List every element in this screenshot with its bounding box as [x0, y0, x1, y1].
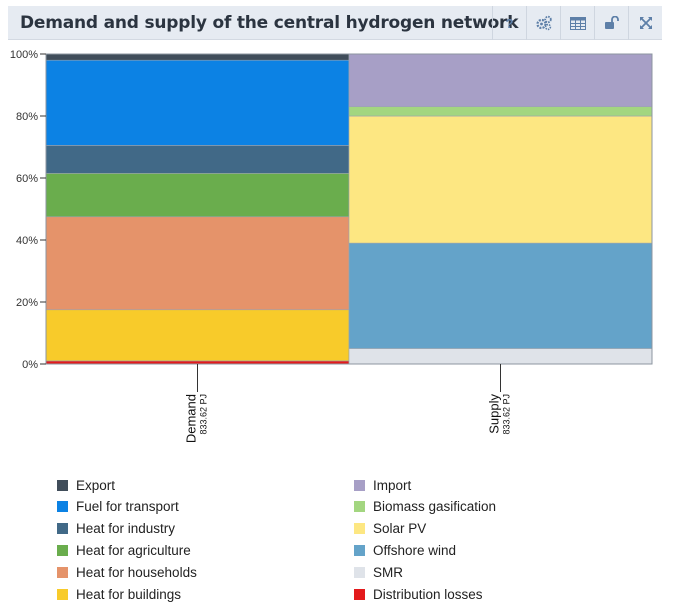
legend: Export Fuel for transport Heat for industr… [0, 476, 674, 611]
legend-item-heat-for-agriculture[interactable]: Heat for agriculture [57, 541, 191, 559]
y-tick-label: 60% [16, 173, 38, 185]
legend-swatch [354, 523, 365, 535]
y-tick-label: 20% [16, 297, 38, 309]
chart-title: Demand and supply of the central hydroge… [20, 13, 519, 33]
bars-group [45, 53, 653, 365]
y-tick-label: 80% [16, 111, 38, 123]
bar-segment-demand-export[interactable] [45, 53, 350, 61]
legend-label: SMR [373, 564, 403, 580]
legend-label: Import [373, 477, 412, 493]
legend-swatch [354, 588, 365, 600]
legend-swatch [57, 523, 68, 535]
legend-item-import[interactable]: Import [354, 476, 411, 494]
legend-label: Fuel for transport [76, 499, 179, 515]
bar-segment-supply-offshore-wind[interactable] [348, 242, 653, 349]
chart-header: Demand and supply of the central hydroge… [8, 6, 662, 40]
unlock-icon [604, 16, 619, 29]
legend-label: Heat for buildings [76, 586, 182, 602]
legend-item-heat-for-households[interactable]: Heat for households [57, 563, 197, 581]
legend-item-fuel-for-transport[interactable]: Fuel for transport [57, 498, 179, 516]
legend-swatch [57, 566, 68, 578]
unlock-button[interactable] [594, 6, 628, 40]
x-category-label: Demand [184, 394, 199, 443]
legend-label: Heat for industry [76, 521, 176, 537]
legend-item-solar-pv[interactable]: Solar PV [354, 520, 426, 538]
x-tick-group: Demand 833.62 PJ [184, 394, 209, 443]
legend-swatch [354, 566, 365, 578]
legend-swatch [57, 501, 68, 513]
settings-button[interactable] [526, 6, 560, 40]
bar-segment-demand-heat-for-agriculture[interactable] [45, 173, 350, 218]
legend-item-smr[interactable]: SMR [354, 563, 403, 581]
y-tick-label: 40% [16, 235, 38, 247]
legend-label: Distribution losses [373, 586, 483, 602]
legend-label: Solar PV [373, 521, 427, 537]
chart-toolbar: ? [492, 6, 662, 40]
bar-segment-supply-biomass-gasification[interactable] [348, 106, 653, 117]
legend-item-export[interactable]: Export [57, 476, 115, 494]
bar-segment-supply-solar-pv[interactable] [348, 115, 653, 244]
x-tick-group: Supply 833.62 PJ [487, 394, 512, 435]
legend-swatch [354, 544, 365, 556]
legend-label: Offshore wind [373, 542, 457, 558]
fullscreen-button[interactable] [628, 6, 662, 40]
x-category-total: 833.62 PJ [199, 394, 209, 435]
bar-segment-demand-heat-for-households[interactable] [45, 216, 350, 311]
legend-item-heat-for-industry[interactable]: Heat for industry [57, 520, 175, 538]
legend-item-biomass-gasification[interactable]: Biomass gasification [354, 498, 496, 516]
bar-segment-supply-import[interactable] [348, 53, 653, 108]
legend-swatch [57, 544, 68, 556]
legend-swatch [354, 501, 365, 513]
legend-swatch [57, 479, 68, 491]
legend-label: Heat for agriculture [76, 542, 191, 558]
gears-icon [535, 15, 552, 31]
table-icon [569, 16, 586, 30]
legend-item-offshore-wind[interactable]: Offshore wind [354, 541, 456, 559]
legend-label: Biomass gasification [373, 499, 497, 515]
axes-group: 0%20%40%60%80%100%Demand 833.62 PJ Supply 8… [10, 49, 653, 443]
legend-label: Heat for households [76, 564, 197, 580]
plot-frame [45, 53, 653, 365]
legend-item-distribution-losses[interactable]: Distribution losses [354, 585, 483, 603]
legend-swatch [354, 479, 365, 491]
x-category-label: Supply [487, 394, 502, 434]
bar-segment-demand-fuel-for-transport[interactable] [45, 59, 350, 146]
stacked-bar-chart: 0%20%40%60%80%100%Demand 833.62 PJ Supply 8… [10, 49, 653, 443]
table-button[interactable] [560, 6, 594, 40]
legend-swatch [57, 588, 68, 600]
bar-segment-demand-heat-for-industry[interactable] [45, 145, 350, 174]
expand-icon [639, 17, 652, 29]
bar-segment-supply-smr[interactable] [348, 348, 653, 365]
bar-segment-demand-heat-for-buildings[interactable] [45, 309, 350, 362]
help-icon: ? [505, 15, 514, 31]
legend-item-heat-for-buildings[interactable]: Heat for buildings [57, 585, 181, 603]
help-button[interactable]: ? [492, 6, 526, 40]
x-category-total: 833.62 PJ [502, 394, 512, 435]
legend-label: Export [76, 477, 116, 493]
y-tick-label: 100% [10, 49, 38, 61]
y-tick-label: 0% [22, 359, 38, 371]
